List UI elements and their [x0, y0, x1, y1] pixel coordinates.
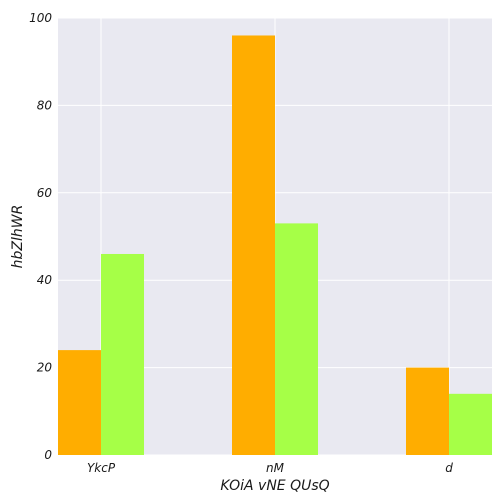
- x-tick-labels: YkcP nM d: [87, 461, 453, 475]
- y-tick-label: 0: [44, 448, 52, 462]
- bar: [449, 393, 492, 455]
- x-tick-label: nM: [266, 461, 285, 475]
- bar: [275, 223, 318, 455]
- bar: [406, 367, 449, 455]
- bar: [232, 35, 275, 455]
- x-axis-label: KOiA vNE QUsQ: [220, 478, 329, 494]
- y-tick-labels: 0 20 40 60 80 100: [29, 11, 52, 462]
- y-tick-label: 80: [37, 98, 53, 112]
- y-tick-label: 40: [37, 273, 53, 287]
- bar: [58, 350, 101, 455]
- x-tick-label: YkcP: [87, 461, 116, 475]
- y-tick-label: 100: [29, 11, 52, 25]
- bars: [58, 35, 492, 455]
- bar: [101, 253, 144, 455]
- x-tick-label: d: [445, 461, 453, 475]
- y-tick-label: 60: [37, 186, 53, 200]
- y-axis-label: hbZlhWR: [10, 205, 26, 269]
- y-tick-label: 20: [37, 361, 53, 375]
